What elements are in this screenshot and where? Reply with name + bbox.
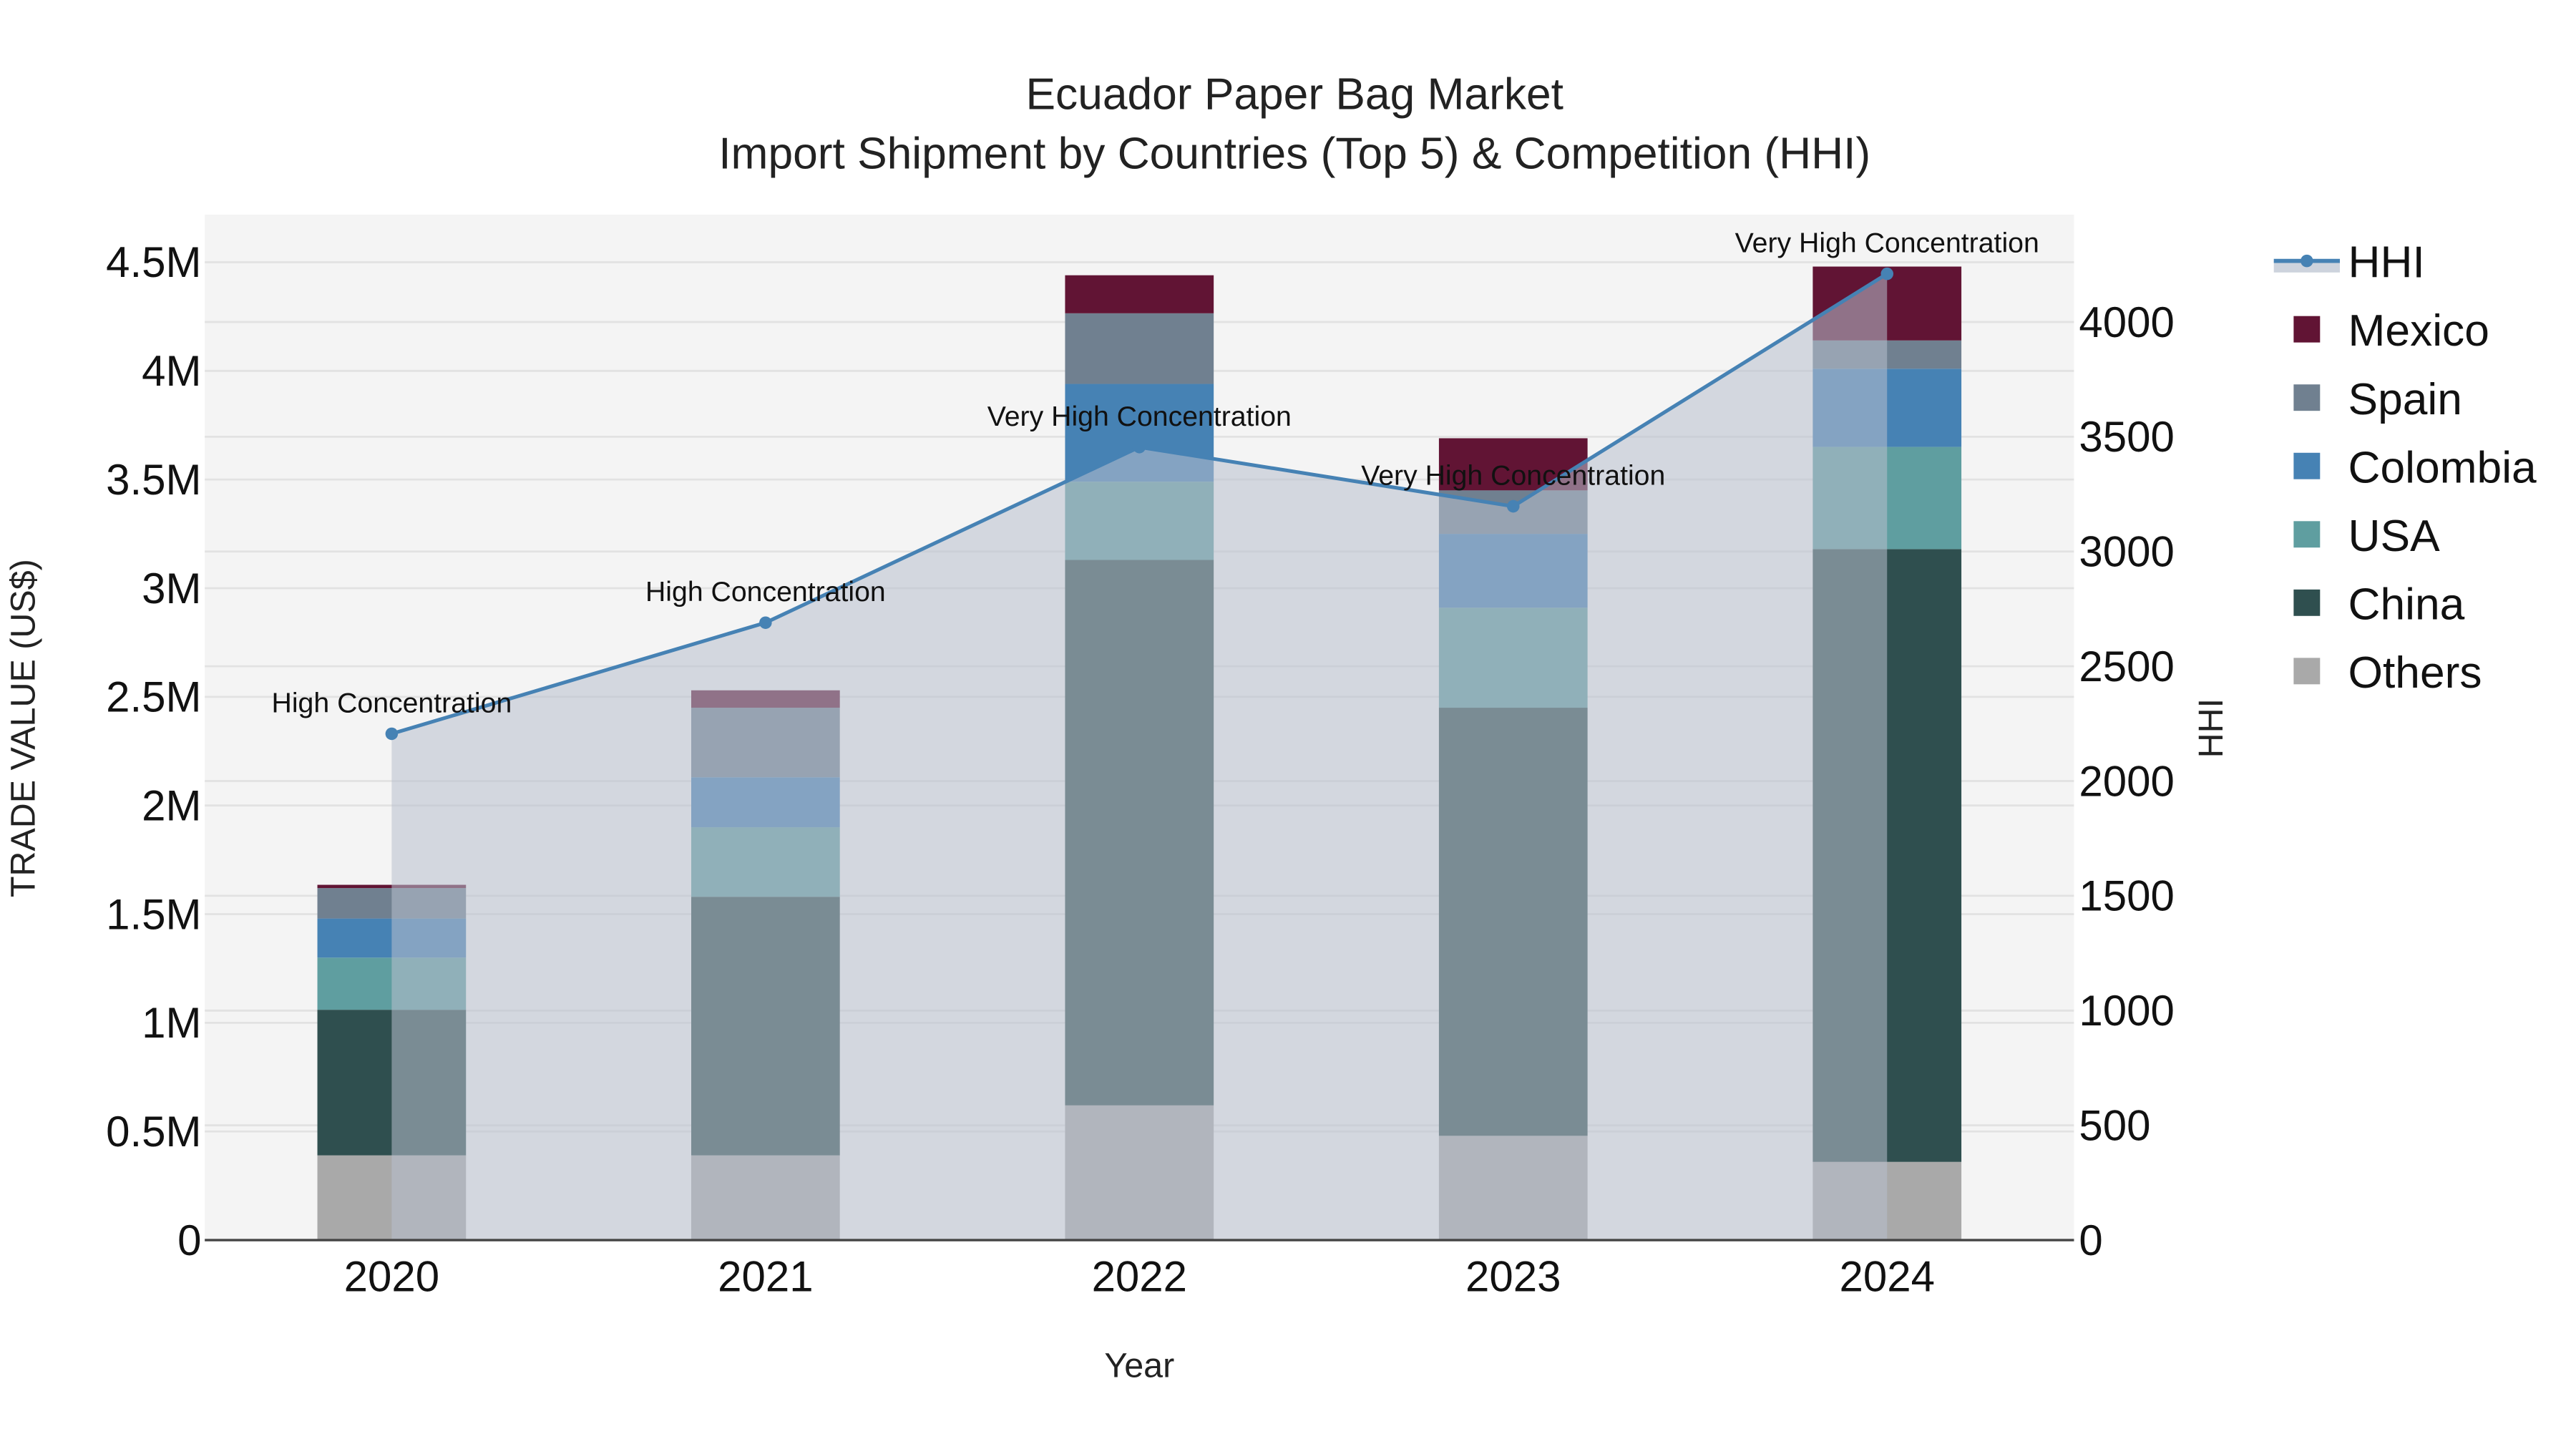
x-tick-label: 2023: [1465, 1253, 1561, 1301]
y-tick-label: 1.5M: [106, 890, 201, 938]
chart-title: Ecuador Paper Bag Market: [1026, 69, 1563, 119]
legend-item-others[interactable]: Others: [2293, 648, 2482, 698]
legend-label: USA: [2348, 512, 2441, 561]
y-tick-label: 3.5M: [106, 456, 201, 504]
legend-label: Mexico: [2348, 306, 2489, 356]
y-tick-label: 4.5M: [106, 238, 201, 286]
legend-item-hhi[interactable]: HHI: [2273, 238, 2425, 288]
legend-label: Others: [2348, 648, 2482, 698]
hhi-annotations: High Concentration High Concentration Very…: [272, 228, 2039, 719]
y-tick-label: 3M: [142, 565, 201, 613]
legend-swatch-icon: [2293, 316, 2321, 343]
hhi-line: [385, 267, 1893, 741]
legend-swatch-icon: [2293, 521, 2321, 548]
hhi-annotation: High Concentration: [645, 576, 886, 608]
legend-label: HHI: [2348, 238, 2425, 288]
hhi-marker[interactable]: [1507, 499, 1520, 513]
legend: HHI Mexico Spain Colombia USA China Others: [2273, 238, 2537, 698]
hhi-area-fill: [391, 273, 1888, 1241]
legend-label: Spain: [2348, 375, 2462, 424]
y2-axis-title: HHI: [2192, 698, 2230, 758]
y-axis-title: TRADE VALUE (US$): [4, 559, 42, 897]
legend-marker-icon: [2301, 254, 2313, 268]
legend-label: China: [2348, 580, 2465, 629]
chart-subtitle: Import Shipment by Countries (Top 5) & C…: [718, 129, 1870, 178]
bar-segment-mexico[interactable]: [1065, 275, 1214, 313]
hhi-annotation: High Concentration: [272, 687, 512, 718]
y-tick-label: 0.5M: [106, 1108, 201, 1156]
hhi-marker[interactable]: [385, 727, 399, 741]
x-axis-title: Year: [1104, 1347, 1174, 1385]
bar-segment-spain[interactable]: [1065, 313, 1214, 384]
x-tick-label: 2022: [1092, 1253, 1187, 1301]
y2-tick-label: 3500: [2079, 413, 2174, 461]
hhi-annotation: Very High Concentration: [1361, 460, 1665, 492]
y2-tick-label: 2500: [2079, 643, 2174, 691]
y-tick-label: 1M: [142, 999, 201, 1047]
legend-item-usa[interactable]: USA: [2293, 512, 2440, 561]
y2-tick-label: 3000: [2079, 528, 2174, 576]
legend-label: Colombia: [2348, 443, 2537, 492]
legend-swatch-icon: [2293, 384, 2321, 411]
legend-item-spain[interactable]: Spain: [2293, 375, 2462, 424]
x-tick-label: 2021: [718, 1253, 813, 1301]
y2-tick-label: 1000: [2079, 987, 2174, 1035]
x-tick-label: 2024: [1839, 1253, 1934, 1301]
legend-item-colombia[interactable]: Colombia: [2293, 443, 2537, 492]
y-tick-label: 0: [177, 1216, 201, 1264]
hhi-marker[interactable]: [1880, 267, 1893, 280]
legend-swatch-icon: [2293, 589, 2321, 616]
y2-tick-label: 500: [2079, 1101, 2150, 1149]
y2-tick-label: 2000: [2079, 757, 2174, 805]
y2-axis-ticks: 0 500 1000 1500 2000 2500 3000 3500 4000: [2079, 298, 2174, 1264]
x-tick-label: 2020: [344, 1253, 439, 1301]
x-axis-ticks: 2020 2021 2022 2023 2024: [344, 1253, 1935, 1301]
legend-swatch-icon: [2293, 452, 2321, 479]
y-tick-label: 2M: [142, 781, 201, 829]
hhi-area: [391, 273, 1888, 1241]
y-tick-label: 2.5M: [106, 673, 201, 721]
y2-tick-label: 0: [2079, 1216, 2102, 1264]
legend-item-china[interactable]: China: [2293, 580, 2465, 629]
hhi-annotation: Very High Concentration: [1735, 228, 2039, 259]
hhi-marker[interactable]: [759, 616, 772, 629]
y2-tick-label: 4000: [2079, 298, 2174, 346]
y2-tick-label: 1500: [2079, 872, 2174, 920]
hhi-marker[interactable]: [1133, 441, 1146, 454]
hhi-annotation: Very High Concentration: [987, 401, 1292, 432]
legend-swatch-icon: [2293, 658, 2321, 685]
y-tick-label: 4M: [142, 347, 201, 395]
y-axis-ticks: 0 0.5M 1M 1.5M 2M 2.5M 3M 3.5M 4M 4.5M: [106, 238, 201, 1264]
legend-item-mexico[interactable]: Mexico: [2293, 306, 2489, 356]
